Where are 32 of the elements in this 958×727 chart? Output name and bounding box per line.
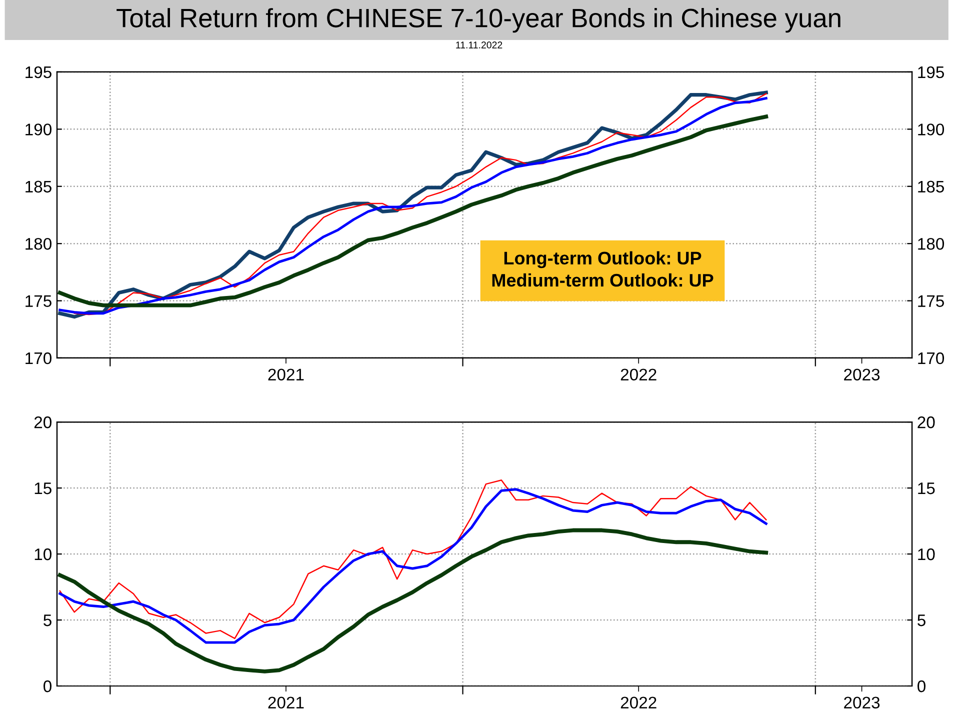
chart-title: Total Return from CHINESE 7-10-year Bonds in Chinese yuan (116, 8, 840, 33)
y2-tick-label: 190 (918, 124, 944, 136)
x-tick-label: 2023 (844, 696, 880, 709)
x-tick-label: 2021 (268, 696, 304, 709)
chart-subtitle: 11.11.2022 (456, 42, 502, 48)
y2-tick-label: 195 (918, 66, 944, 78)
x-tick-label: 2023 (844, 368, 880, 380)
y-tick-label: 10 (34, 548, 52, 560)
y2-tick-label: 185 (918, 180, 944, 193)
line-series (58, 528, 768, 674)
annotation: Long-term Outlook: UP Medium-term Outlook: UP (492, 251, 714, 287)
x-tick-label: 2022 (620, 696, 656, 709)
y2-tick-label: 20 (918, 416, 935, 428)
y2-tick-label: 5 (918, 614, 926, 626)
x-tick-label: 2021 (268, 368, 304, 380)
y2-tick-label: 0 (918, 680, 926, 692)
y2-tick-label: 10 (918, 548, 935, 560)
y-tick-label: 185 (26, 180, 52, 193)
x-tick-label: 2022 (620, 368, 656, 380)
y2-tick-label: 15 (918, 482, 935, 494)
y-tick-label: 15 (34, 482, 52, 494)
y-tick-label: 20 (34, 416, 52, 428)
y2-tick-label: 180 (918, 238, 944, 250)
y-tick-label: 180 (26, 238, 52, 250)
y-tick-label: 190 (26, 124, 52, 136)
y-tick-label: 195 (26, 66, 52, 78)
y2-tick-label: 170 (918, 352, 944, 364)
y-tick-label: 170 (26, 352, 52, 364)
y2-tick-label: 175 (918, 295, 944, 307)
y-tick-label: 0 (44, 680, 52, 692)
y-tick-label: 5 (44, 614, 52, 626)
y-tick-label: 175 (26, 295, 52, 307)
